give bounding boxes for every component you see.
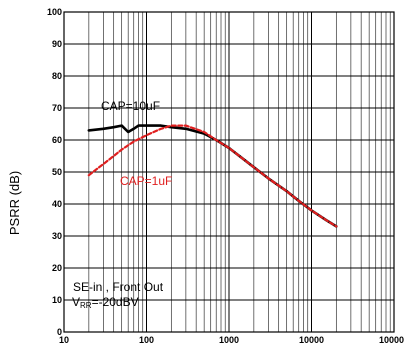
plot-frame: [63, 11, 395, 333]
y-tick-label: 30: [52, 231, 62, 241]
y-tick-label: 20: [52, 263, 62, 273]
y-tick-label: 100: [47, 7, 62, 17]
note-line-2-sub: RR: [80, 301, 92, 310]
y-tick-label: 60: [52, 135, 62, 145]
y-tick-label: 50: [52, 167, 62, 177]
series-layer: [87, 124, 338, 228]
x-tick-label: 1000: [219, 335, 239, 345]
y-tick-label: 40: [52, 199, 62, 209]
x-tick-label: 10000: [299, 335, 324, 345]
y-tick-label: 90: [52, 39, 62, 49]
conditions-note: SE-in , Front Out VRR=-20dBV: [72, 280, 164, 310]
note-line-2-prefix: V: [72, 295, 80, 309]
note-line-2-suffix: =-20dBV: [92, 295, 139, 309]
note-line-2: VRR=-20dBV: [72, 295, 139, 310]
note-line-1: SE-in , Front Out: [73, 280, 164, 294]
x-tick-label: 100: [139, 335, 154, 345]
y-tick-label: 70: [52, 103, 62, 113]
x-tick-label: 10: [59, 335, 69, 345]
series-line-cap-1uf: [87, 124, 338, 228]
y-tick-label: 80: [52, 71, 62, 81]
annotation-cap1: CAP=1uF: [120, 174, 172, 188]
x-tick-label: 100000: [379, 335, 404, 345]
annotation-cap10: CAP=10uF: [101, 99, 160, 113]
y-axis-label: PSRR (dB): [7, 171, 22, 235]
y-tick-label: 10: [52, 295, 62, 305]
y-tick-label: 0: [57, 327, 62, 337]
